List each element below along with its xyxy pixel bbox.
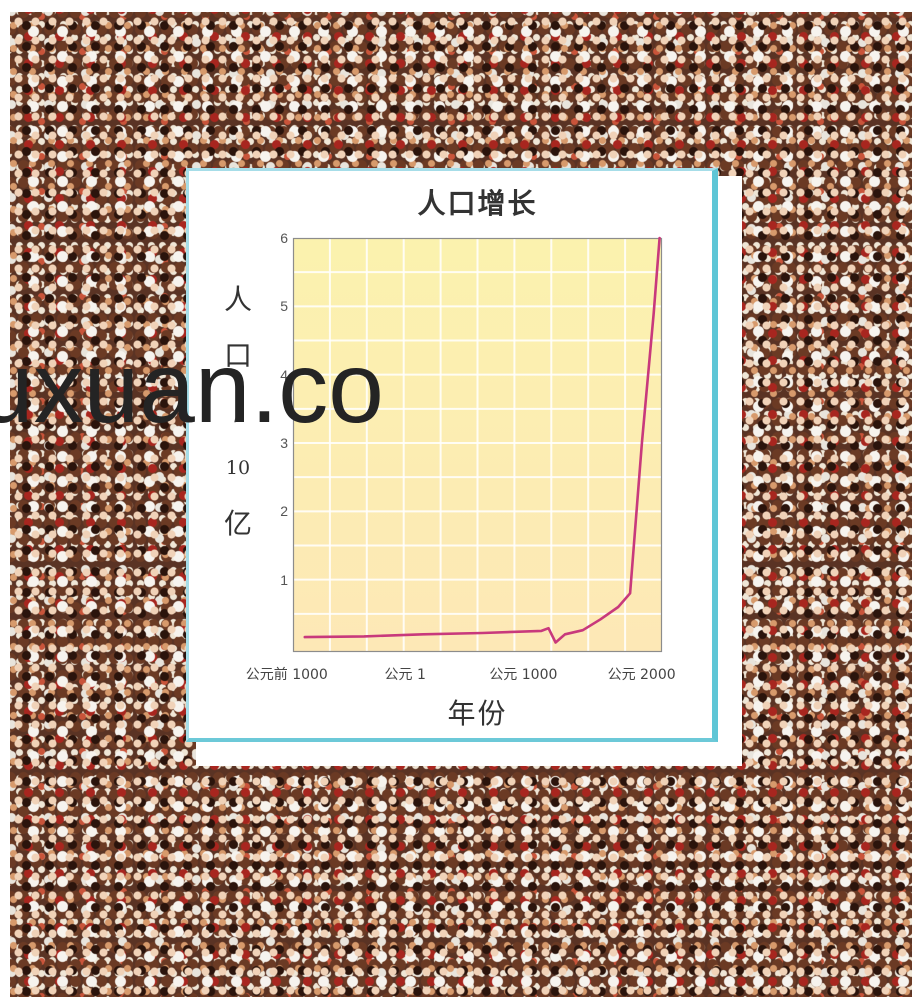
y-tick-label: 5 [280, 298, 288, 315]
chart-title: 人口增长 [417, 187, 538, 220]
y-axis-label-part: / [233, 398, 243, 426]
y-axis-label-part: 口 [223, 339, 252, 372]
plot-area [292, 236, 663, 653]
y-axis-label: 人口 / 10 亿 [214, 272, 262, 552]
x-tick-label: 公元前 1000 [245, 667, 328, 683]
y-tick-label: 4 [280, 366, 288, 383]
y-tick-label: 3 [280, 435, 288, 451]
population-series-line [303, 236, 661, 644]
y-tick-label: 1 [280, 571, 288, 588]
x-tick-label: 公元 1000 [489, 667, 558, 683]
plot-border [292, 237, 663, 653]
y-axis-label-part: 亿 [223, 507, 252, 540]
y-axis-label-part: 人 [223, 283, 252, 316]
x-tick-label: 公元 2000 [607, 667, 676, 683]
watermark-text: uxuan.co [0, 332, 384, 444]
y-tick-label: 6 [280, 230, 288, 246]
y-axis-label-part: 10 [225, 457, 251, 479]
x-axis-label: 年份 [447, 697, 508, 730]
x-tick-label: 公元 1 [384, 667, 426, 683]
y-tick-label: 2 [280, 503, 288, 520]
